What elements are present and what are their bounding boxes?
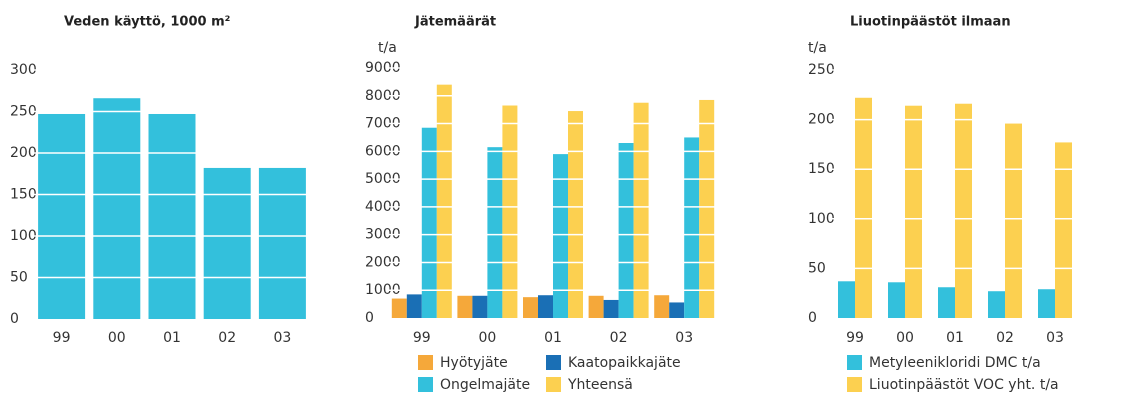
x-tick-label: 02 [218,330,236,346]
legend-swatch [546,355,561,370]
bar [838,281,855,318]
bar [148,113,196,320]
bar [888,282,905,318]
bar [669,302,685,318]
y-tick-label: 0 [365,310,374,326]
y-tick-label: 150 [10,187,37,203]
bar [553,154,568,318]
y-tick-label: 200 [10,145,37,161]
bar [955,103,972,318]
y-tick-label: 9000 [365,60,401,76]
bar [421,127,437,318]
legend-swatch [847,377,862,392]
chart-title: Liuotinpäästöt ilmaan [850,15,1011,30]
y-tick-label: 100 [808,211,835,227]
y-tick-label: 5000 [365,171,401,187]
y-tick-label: 1000 [365,282,401,298]
x-tick-label: 01 [163,330,181,346]
bar [988,291,1005,318]
x-tick-label: 00 [108,330,126,346]
y-tick-label: 150 [808,161,835,177]
y-tick-label: 200 [808,112,835,128]
legend-label: Kaatopaikkajäte [568,355,681,371]
bar [93,98,141,319]
x-tick-label: 03 [675,330,693,346]
x-tick-label: 99 [846,330,864,346]
bar [618,143,634,318]
legend-label: Hyötyjäte [440,355,508,371]
bar [633,102,649,318]
y-tick-label: 8000 [365,88,401,104]
x-tick-label: 02 [610,330,628,346]
y-tick-label: 2000 [365,254,401,270]
y-tick-label: 0 [808,310,817,326]
x-tick-label: 03 [273,330,291,346]
bar [406,294,422,318]
x-tick-label: 99 [413,330,431,346]
legend-label: Yhteensä [567,377,633,393]
y-tick-label: 50 [808,260,826,276]
bar [568,111,583,318]
legend-label: Metyleenikloridi DMC t/a [869,355,1041,371]
bar [38,113,86,320]
x-tick-label: 03 [1046,330,1064,346]
legend-swatch [418,355,433,370]
y-tick-label: 0 [10,311,19,327]
bar [258,167,306,319]
y-tick-label: 250 [10,104,37,120]
bar [1005,123,1022,319]
legend-label: Liuotinpäästöt VOC yht. t/a [869,377,1059,393]
y-tick-label: 50 [10,270,28,286]
y-tick-label: 6000 [365,143,401,159]
bar [436,84,452,319]
bar [472,295,488,318]
chart-title: Jätemäärät [414,15,496,30]
x-tick-label: 99 [53,330,71,346]
y-tick-label: 7000 [365,116,401,132]
bar [938,287,955,318]
bar [523,297,538,318]
y-tick-label: 3000 [365,227,401,243]
legend-swatch [546,377,561,392]
bar [502,105,518,318]
bar [1055,142,1072,318]
bar [603,299,619,318]
bar [391,298,407,318]
y-tick-label: 300 [10,62,37,78]
x-tick-label: 01 [544,330,562,346]
bar [588,295,604,318]
bar [1038,289,1055,318]
x-tick-label: 00 [478,330,496,346]
y-tick-label: 4000 [365,199,401,215]
bar [457,295,473,318]
chart-title: Veden käyttö, 1000 m² [64,15,230,30]
bar [905,105,922,318]
bar [684,137,700,318]
y-axis-unit: t/a [378,40,397,56]
x-tick-label: 01 [946,330,964,346]
legend-swatch [847,355,862,370]
y-axis-unit: t/a [808,40,827,56]
bar [855,97,872,318]
y-tick-label: 100 [10,228,37,244]
x-tick-label: 02 [996,330,1014,346]
bar [487,147,503,318]
bar [203,167,251,319]
x-tick-label: 00 [896,330,914,346]
bar [654,295,670,318]
y-tick-label: 250 [808,62,835,78]
legend-swatch [418,377,433,392]
bar [699,99,715,318]
legend-label: Ongelmajäte [440,377,530,393]
bar [538,295,553,318]
